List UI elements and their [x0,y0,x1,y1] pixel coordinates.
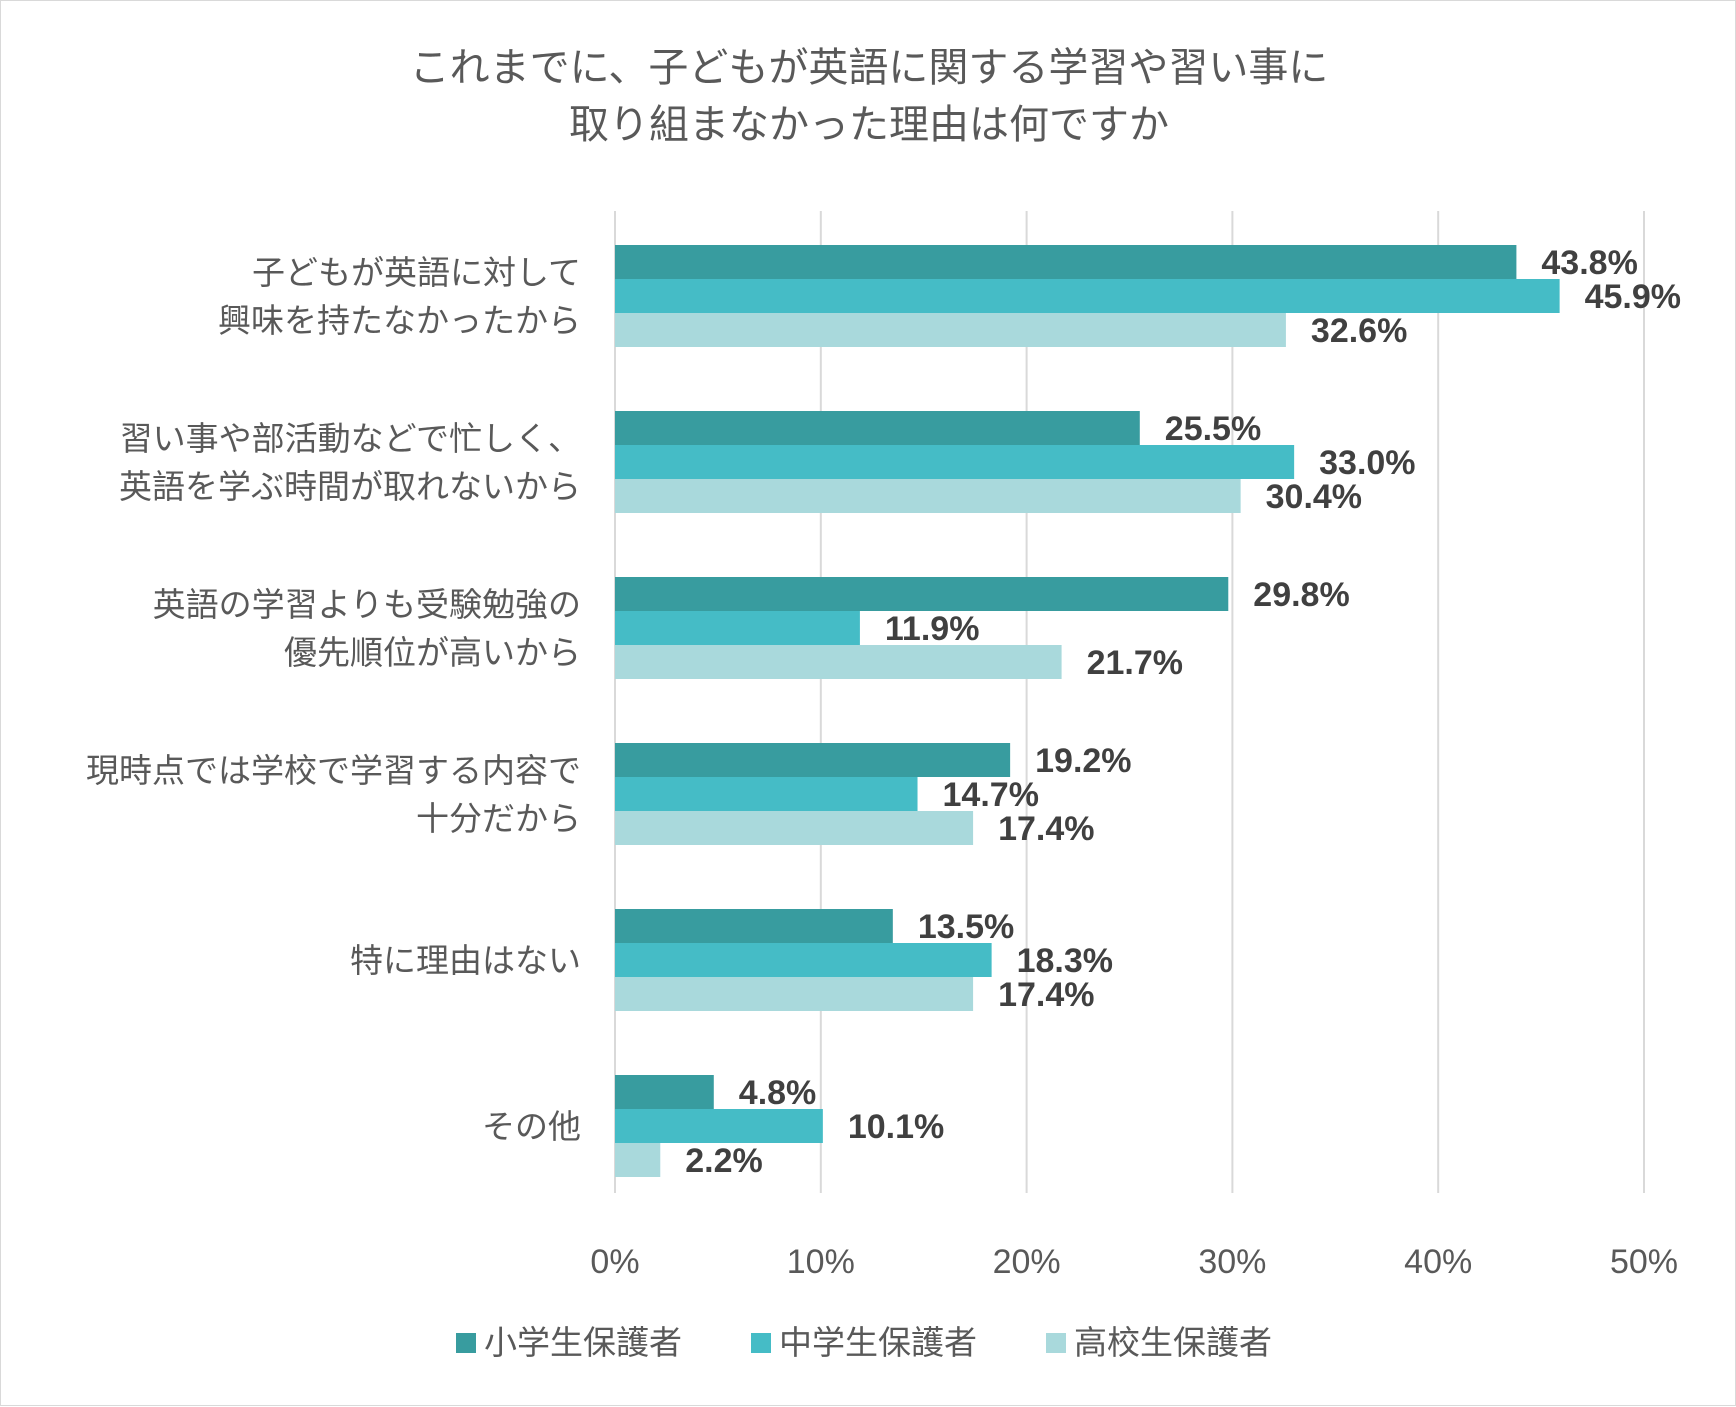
category-label: 英語の学習よりも受験勉強の [153,585,581,624]
bar [615,1143,661,1177]
data-label: 33.0% [1319,444,1415,482]
x-tick-label: 40% [1404,1243,1472,1281]
data-label: 14.7% [943,776,1039,814]
category-label: 習い事や部活動などで忙しく、 [120,419,581,458]
data-label: 11.9% [885,610,980,648]
bar [615,811,974,845]
category-labels: 子どもが英語に対して興味を持たなかったから習い事や部活動などで忙しく、英語を学ぶ… [86,253,581,1146]
data-label: 13.5% [918,908,1014,946]
bar [615,777,918,811]
bar [615,411,1140,445]
category-label: 十分だから [416,799,581,838]
bar [615,445,1295,479]
bar [615,943,992,977]
legend: 小学生保護者 中学生保護者 高校生保護者 [456,1323,1272,1362]
bar [615,245,1517,279]
bar [615,1109,823,1143]
data-label: 43.8% [1541,244,1637,282]
data-label: 18.3% [1017,942,1113,980]
category-label: 興味を持たなかったから [218,301,581,340]
x-tick-label: 0% [590,1243,639,1281]
legend-entry: 小学生保護者 [484,1323,682,1362]
legend-swatch [456,1333,476,1353]
data-label: 17.4% [998,976,1094,1014]
data-label: 17.4% [998,810,1094,848]
data-label: 21.7% [1087,644,1183,682]
data-label: 19.2% [1035,742,1131,780]
x-tick-label: 30% [1198,1243,1266,1281]
category-label: 子どもが英語に対して [252,253,581,292]
bar [615,313,1286,347]
category-label: 優先順位が高いから [284,633,581,672]
category-label: その他 [482,1107,581,1146]
bar [615,1075,714,1109]
data-label: 45.9% [1585,278,1681,316]
category-label: 特に理由はない [350,941,581,980]
bar [615,577,1229,611]
data-label: 32.6% [1311,312,1407,350]
bar [615,909,893,943]
chart-title-line: 取り組まなかった理由は何ですか [569,102,1169,148]
data-label: 30.4% [1266,478,1362,516]
x-tick-label: 20% [993,1243,1061,1281]
bar [615,645,1062,679]
legend-entry: 高校生保護者 [1074,1323,1272,1362]
legend-entry: 中学生保護者 [779,1323,977,1362]
bar [615,479,1241,513]
gridlines [614,211,1645,1193]
data-label: 2.2% [685,1142,763,1180]
x-axis-tick-labels: 0% 10% 20% 30% 40% 50% [590,1243,1678,1281]
category-label: 英語を学ぶ時間が取れないから [119,467,581,506]
bar [615,977,974,1011]
data-label: 29.8% [1253,576,1349,614]
data-label: 25.5% [1165,410,1261,448]
data-labels: 43.8%45.9% 32.6% 25.5% 33.0%30.4% 29.8% 11.9%… [685,244,1681,1180]
bar [615,611,860,645]
category-label: 現時点では学校で学習する内容で [86,751,581,790]
x-tick-label: 50% [1610,1243,1678,1281]
x-tick-label: 10% [787,1243,855,1281]
data-label: 10.1% [848,1108,944,1146]
legend-swatch [751,1333,771,1353]
chart-title-line: これまでに、子どもが英語に関する学習や習い事に [410,45,1329,91]
legend-swatch [1046,1333,1066,1353]
bar [615,743,1011,777]
bars [615,245,1560,1177]
data-label: 4.8% [739,1074,817,1112]
bar [615,279,1560,313]
